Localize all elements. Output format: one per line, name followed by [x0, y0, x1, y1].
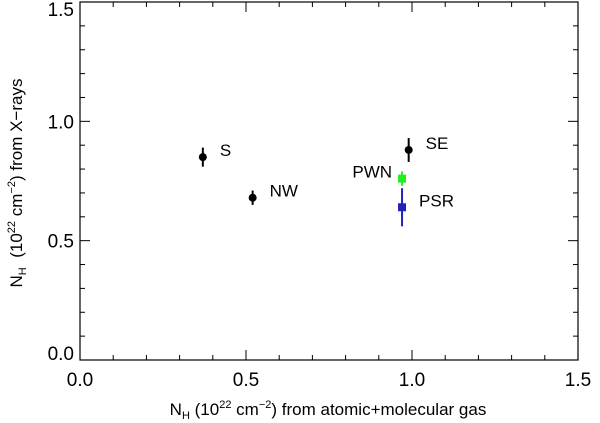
y-axis-label-base: N: [7, 275, 26, 287]
x-axis-label-base: N: [170, 400, 182, 419]
x-tick-label: 0.0: [67, 370, 93, 391]
y-axis-label-unit: cm: [7, 194, 26, 221]
x-axis-label-sup: 22: [219, 399, 231, 411]
y-axis-label-open: (10: [7, 233, 26, 267]
point-label: SE: [426, 134, 449, 153]
x-axis-label-sub: H: [182, 410, 190, 422]
data-points: S NW SE PWN PSR: [198, 134, 454, 227]
point-label: S: [220, 141, 231, 160]
data-point-se: SE: [404, 134, 449, 162]
y-axis-label-close: ) from X−rays: [7, 79, 26, 182]
y-tick-label: 0.0: [48, 344, 74, 365]
point-label: NW: [270, 182, 298, 201]
y-tick-label: 0.5: [48, 232, 74, 253]
point-label: PSR: [419, 191, 454, 210]
axis-ticks: [79, 1, 579, 361]
marker: [398, 174, 407, 183]
data-point-psr: PSR: [398, 188, 454, 227]
y-axis-label-sup: 22: [6, 221, 18, 233]
y-axis-label-sup2: −2: [6, 181, 18, 194]
x-tick-label: 1.0: [399, 370, 425, 391]
x-axis-label-open: (10: [190, 400, 219, 419]
data-point-nw: NW: [248, 182, 298, 205]
tick-labels: 0.0 0.5 1.0 1.5 0.0 0.5 1.0 1.5: [48, 0, 592, 391]
marker: [248, 193, 257, 202]
y-tick-label: 1.5: [48, 0, 74, 21]
data-point-pwn: PWN: [352, 163, 407, 186]
y-axis-label-sub: H: [17, 267, 29, 275]
plot-frame: [79, 1, 579, 361]
data-point-s: S: [198, 141, 231, 167]
point-label: PWN: [352, 163, 392, 182]
x-tick-label: 1.5: [565, 370, 591, 391]
marker: [404, 145, 413, 154]
marker: [198, 153, 207, 162]
x-axis-label-close: ) from atomic+molecular gas: [271, 400, 486, 419]
marker: [398, 203, 407, 212]
y-axis-label: NH (1022 cm−2) from X−rays: [6, 79, 29, 288]
x-axis-label-unit: cm: [231, 400, 258, 419]
x-axis-label-sup2: −2: [259, 399, 272, 411]
x-tick-label: 0.5: [233, 370, 259, 391]
y-tick-label: 1.0: [48, 112, 74, 133]
x-axis-label: NH (1022 cm−2) from atomic+molecular gas: [170, 399, 487, 422]
